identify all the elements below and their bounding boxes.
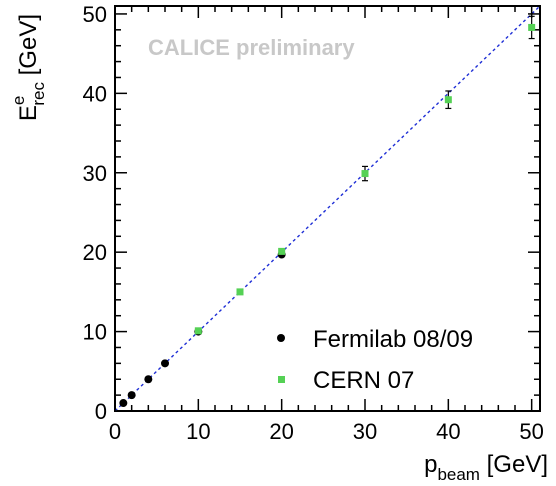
data-marks bbox=[119, 15, 536, 408]
data-point-cern bbox=[278, 247, 286, 255]
y-tick-label: 30 bbox=[83, 161, 107, 186]
y-axis-title: Eerec [GeV] bbox=[9, 14, 48, 121]
legend-marker-fermilab bbox=[277, 334, 285, 342]
y-axis-title-sup: e bbox=[9, 96, 28, 105]
x-tick-label: 0 bbox=[109, 419, 121, 444]
x-tick-label: 20 bbox=[269, 419, 293, 444]
data-point-fermilab bbox=[161, 359, 169, 368]
y-axis-title-unit: [GeV] bbox=[15, 14, 42, 82]
legend: Fermilab 08/09 CERN 07 bbox=[277, 326, 473, 394]
x-axis-title-main: p bbox=[424, 451, 437, 478]
plot-frame bbox=[114, 5, 541, 412]
y-tick-label: 20 bbox=[83, 240, 107, 265]
x-axis-title: pbeam [GeV] bbox=[424, 451, 548, 484]
y-tick-label: 10 bbox=[83, 320, 107, 345]
x-tick-label: 40 bbox=[436, 419, 460, 444]
y-tick-label: 50 bbox=[83, 2, 107, 27]
data-point-cern bbox=[194, 327, 202, 335]
reference-line bbox=[114, 5, 541, 412]
data-point-cern bbox=[528, 23, 536, 31]
legend-label-cern: CERN 07 bbox=[313, 367, 414, 394]
x-tick-label: 30 bbox=[353, 419, 377, 444]
data-point-cern bbox=[444, 96, 452, 104]
data-point-fermilab bbox=[127, 391, 136, 400]
x-axis-title-sub: beam bbox=[437, 465, 480, 484]
y-tick-label: 40 bbox=[83, 81, 107, 106]
x-axis-title-unit: [GeV] bbox=[480, 451, 548, 478]
data-point-cern bbox=[236, 288, 244, 296]
y-tick-label: 0 bbox=[95, 399, 107, 424]
axis-ticks: 0 10 20 30 40 50 0 10 20 30 40 50 bbox=[83, 2, 544, 444]
x-tick-label: 50 bbox=[519, 419, 543, 444]
legend-marker-cern bbox=[278, 376, 285, 383]
chart-annotation: CALICE preliminary bbox=[148, 35, 355, 60]
y-axis-title-sub: rec bbox=[29, 82, 48, 106]
y-axis-title-main: E bbox=[15, 105, 42, 121]
legend-label-fermilab: Fermilab 08/09 bbox=[313, 326, 473, 353]
data-point-fermilab bbox=[119, 399, 128, 408]
data-point-fermilab bbox=[144, 375, 153, 384]
x-tick-label: 10 bbox=[186, 419, 210, 444]
data-point-cern bbox=[361, 170, 369, 178]
svg-text:Eerec [GeV]: Eerec [GeV] bbox=[9, 14, 48, 121]
